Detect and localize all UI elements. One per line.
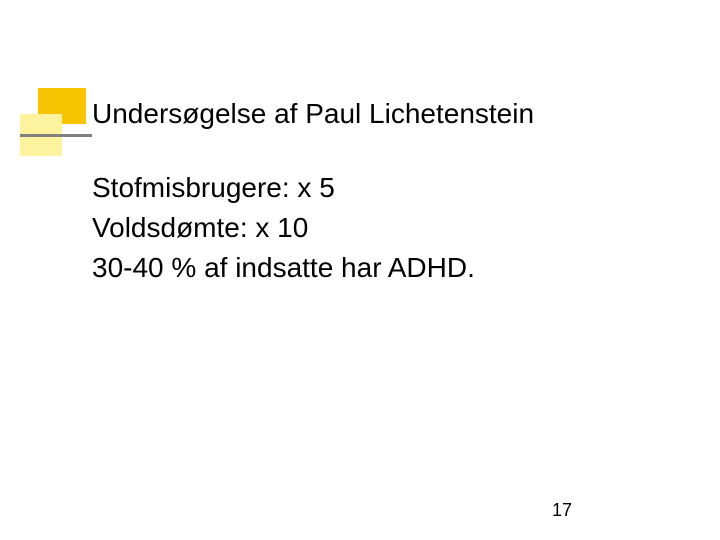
slide: Undersøgelse af Paul Lichetenstein Stofm…	[0, 0, 720, 540]
page-number: 17	[552, 500, 572, 521]
body-line: Stofmisbrugere: x 5	[92, 168, 475, 208]
slide-title: Undersøgelse af Paul Lichetenstein	[92, 98, 534, 130]
body-line: Voldsdømte: x 10	[92, 208, 475, 248]
slide-body: Stofmisbrugere: x 5 Voldsdømte: x 10 30-…	[92, 168, 475, 288]
body-line: 30-40 % af indsatte har ADHD.	[92, 248, 475, 288]
accent-underline-icon	[20, 134, 92, 137]
